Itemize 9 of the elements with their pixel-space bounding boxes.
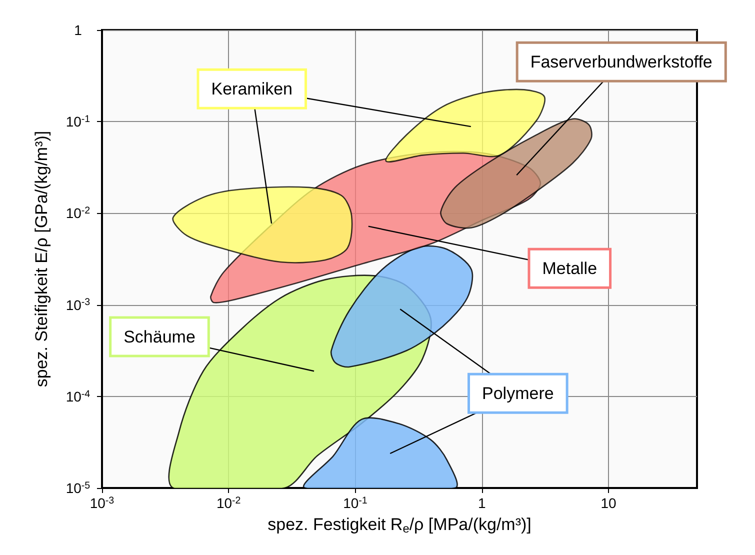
text: Metalle [542,258,598,278]
x-tick-label: 10 [600,495,616,511]
text: Keramiken [211,79,293,98]
y-axis-title: spez. Steifigkeit E/ρ [GPa/(kg/m³)] [32,130,51,388]
text: Faserverbundwerkstoffe [530,52,712,72]
text: Polymere [482,384,554,403]
y-tick-label: 1 [74,22,82,38]
series-label: Schäume [124,327,196,346]
x-tick-label: 1 [478,495,486,511]
